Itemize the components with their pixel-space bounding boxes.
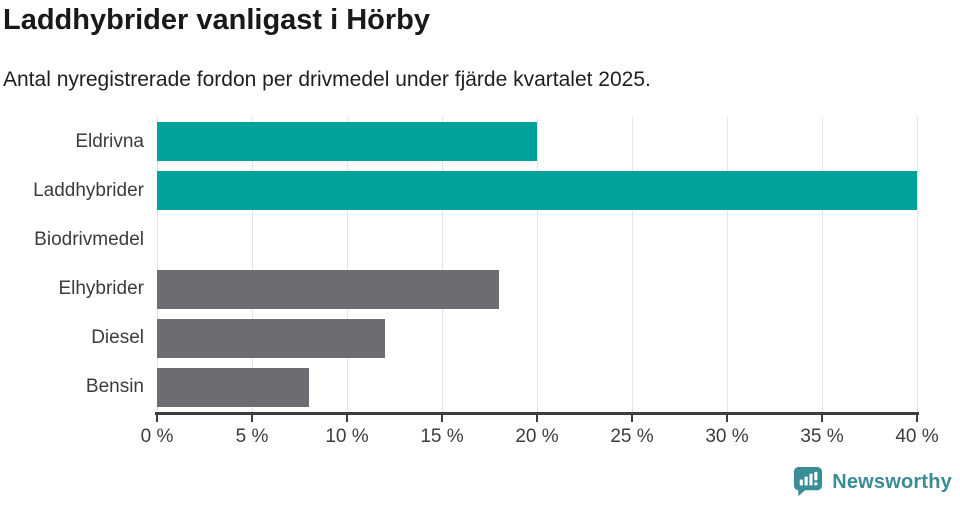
category-label-diesel: Diesel [91, 327, 144, 349]
x-axis-tick-label: 5 % [235, 426, 269, 447]
gridline [822, 117, 823, 412]
category-label-eldrivna: Eldrivna [75, 130, 144, 152]
newsworthy-logo-icon [794, 466, 823, 497]
x-axis-tick-label: 35 % [800, 426, 844, 447]
x-axis-tick-label: 20 % [515, 426, 559, 447]
category-label-bensin: Bensin [85, 376, 144, 398]
category-label-laddhybrider: Laddhybrider [33, 179, 144, 201]
x-axis-tick [251, 415, 253, 422]
logo-exclamation-bar [814, 471, 818, 481]
logo-bar-tall [809, 473, 813, 486]
logo-bar-short [799, 479, 804, 486]
gridline [157, 117, 158, 412]
brand-name: Newsworthy [832, 470, 952, 493]
bar-elhybrider [157, 269, 499, 309]
x-axis-tick-label: 40 % [895, 426, 939, 447]
logo-bar-medium [804, 476, 808, 486]
x-axis-tick [441, 415, 443, 422]
gridline [917, 117, 918, 412]
x-axis-tick-label: 15 % [420, 426, 464, 447]
x-axis-tick-label: 10 % [325, 426, 369, 447]
x-axis-tick [536, 415, 538, 422]
plot-area [157, 117, 918, 412]
x-axis-tick [631, 415, 633, 422]
bar-eldrivna [157, 122, 537, 162]
x-axis-tick [916, 415, 918, 422]
gridline [727, 117, 728, 412]
chart-subtitle: Antal nyregistrerade fordon per drivmede… [3, 68, 651, 91]
x-axis-tick-label: 25 % [610, 426, 654, 447]
chart-title: Laddhybrider vanligast i Hörby [3, 4, 431, 36]
gridline [537, 117, 538, 412]
gridline [347, 117, 348, 412]
x-axis-tick [821, 415, 823, 422]
x-axis-tick-label: 0 % [140, 426, 174, 447]
gridline [632, 117, 633, 412]
bar-laddhybrider [157, 171, 917, 211]
x-axis-tick [726, 415, 728, 422]
category-label-biodrivmedel: Biodrivmedel [34, 228, 144, 250]
x-axis-line [155, 412, 919, 415]
brand-footer: Newsworthy [791, 465, 952, 499]
x-axis-tick [346, 415, 348, 422]
x-axis-tick-label: 30 % [705, 426, 749, 447]
bar-bensin [157, 367, 309, 407]
bar-diesel [157, 318, 385, 358]
category-label-elhybrider: Elhybrider [58, 278, 144, 300]
x-axis-tick [156, 415, 158, 422]
gridline [252, 117, 253, 412]
logo-exclamation-dot [814, 482, 818, 486]
gridline [442, 117, 443, 412]
